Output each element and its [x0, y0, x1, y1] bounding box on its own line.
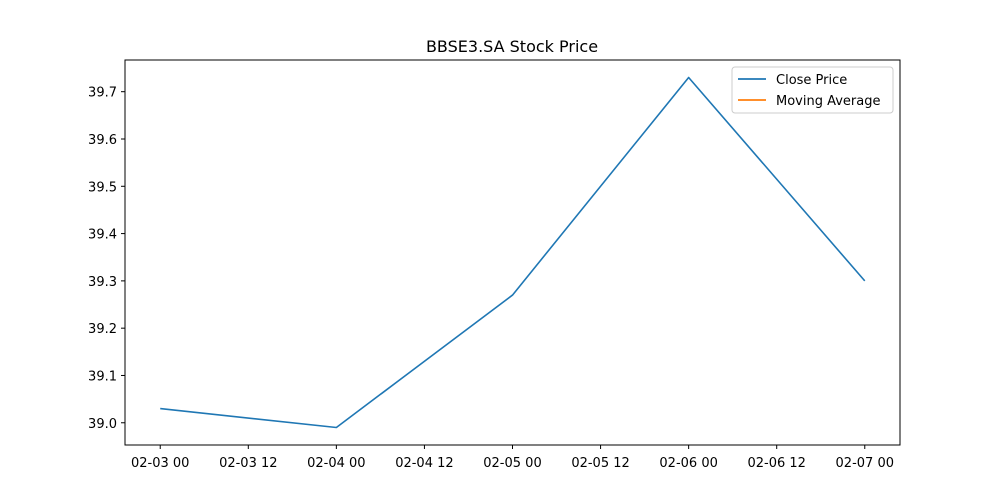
y-tick-label: 39.5 [88, 180, 117, 195]
y-tick-label: 39.6 [88, 133, 117, 148]
y-axis: 39.0 39.1 39.2 39.3 39.4 39.5 39.6 39.7 [88, 86, 125, 432]
series-layer [160, 76, 866, 429]
legend: Close Price Moving Average [731, 66, 894, 114]
y-tick-label: 39.4 [88, 228, 117, 243]
x-tick-label: 02-05 12 [571, 456, 629, 471]
legend-label: Close Price [776, 73, 847, 88]
legend-box [731, 66, 894, 114]
x-axis: 02-03 00 02-03 12 02-04 00 02-04 12 02-05 00… [131, 445, 894, 471]
y-tick-label: 39.2 [88, 322, 117, 337]
x-tick-label: 02-06 12 [747, 456, 805, 471]
x-tick-label: 02-07 00 [836, 456, 894, 471]
legend-label: Moving Average [776, 94, 880, 109]
y-tick-label: 39.7 [88, 86, 117, 101]
x-tick-label: 02-06 00 [659, 456, 717, 471]
x-tick-label: 02-05 00 [483, 456, 541, 471]
y-tick-label: 39.1 [88, 369, 117, 384]
x-tick-label: 02-03 12 [219, 456, 277, 471]
plot-frame [124, 59, 901, 446]
series-0 [160, 76, 866, 429]
x-tick-label: 02-03 00 [131, 456, 189, 471]
series-line [160, 76, 866, 429]
y-tick-label: 39.3 [88, 275, 117, 290]
y-tick-label: 39.0 [88, 417, 117, 432]
x-tick-label: 02-04 12 [395, 456, 453, 471]
x-tick-label: 02-04 00 [307, 456, 365, 471]
chart-title: BBSE3.SA Stock Price [426, 37, 598, 56]
